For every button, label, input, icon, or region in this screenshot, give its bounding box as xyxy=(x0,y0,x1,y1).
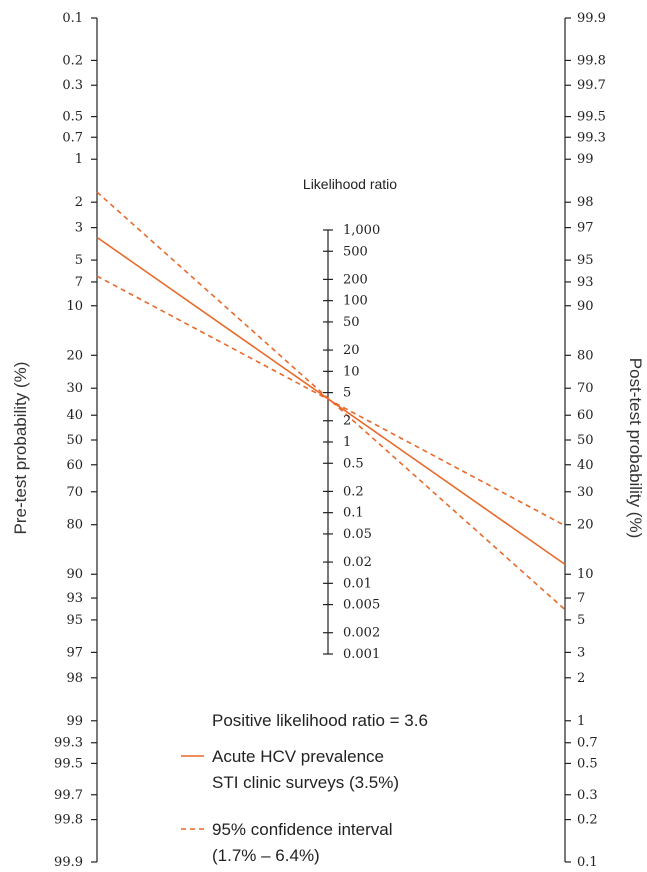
pretest-tick-label: 0.3 xyxy=(62,78,83,93)
lr-tick-label: 0.01 xyxy=(343,576,372,591)
lr-tick-label: 0.001 xyxy=(343,647,380,662)
posttest-tick-label: 7 xyxy=(577,591,585,606)
pretest-tick-label: 20 xyxy=(66,348,83,363)
legend-label: Acute HCV prevalence xyxy=(212,747,384,766)
legend-label: (1.7% – 6.4%) xyxy=(212,846,320,865)
lr-tick-label: 500 xyxy=(343,244,368,259)
posttest-tick-label: 99.3 xyxy=(577,130,606,145)
lr-tick-label: 5 xyxy=(343,386,351,401)
pretest-tick-label: 30 xyxy=(66,381,83,396)
pretest-tick-label: 50 xyxy=(66,433,83,448)
pretest-tick-label: 99.9 xyxy=(54,855,83,870)
posttest-tick-label: 99.9 xyxy=(577,11,606,26)
lr-tick-label: 20 xyxy=(343,343,360,358)
posttest-tick-label: 99 xyxy=(577,152,594,167)
posttest-tick-label: 0.2 xyxy=(577,813,598,828)
pretest-tick-label: 93 xyxy=(66,591,83,606)
pretest-tick-label: 2 xyxy=(75,195,83,210)
lr-tick-label: 200 xyxy=(343,272,368,287)
posttest-tick-label: 98 xyxy=(577,195,594,210)
posttest-tick-label: 10 xyxy=(577,567,594,582)
posttest-tick-label: 0.5 xyxy=(577,756,598,771)
posttest-tick-label: 20 xyxy=(577,518,594,533)
lr-tick-label: 1 xyxy=(343,435,351,450)
posttest-tick-label: 95 xyxy=(577,253,594,268)
lr-tick-label: 2 xyxy=(343,414,351,429)
posttest-axis-title: Post-test probability (%) xyxy=(626,358,645,538)
legend-label: STI clinic surveys (3.5%) xyxy=(212,773,399,792)
lr-tick-label: 100 xyxy=(343,294,368,309)
lr-tick-label: 50 xyxy=(343,315,360,330)
pretest-tick-label: 99.7 xyxy=(54,788,83,803)
posttest-tick-label: 99.8 xyxy=(577,53,606,68)
pretest-tick-label: 99.3 xyxy=(54,736,83,751)
lr-tick-label: 10 xyxy=(343,364,360,379)
ci-line-1 xyxy=(96,191,566,611)
posttest-tick-label: 3 xyxy=(577,645,585,660)
posttest-tick-label: 93 xyxy=(577,275,594,290)
pretest-tick-label: 0.7 xyxy=(62,130,83,145)
pretest-axis-title: Pre-test probability (%) xyxy=(11,362,30,535)
pretest-tick-label: 90 xyxy=(66,567,83,582)
posttest-tick-label: 80 xyxy=(577,348,594,363)
posttest-tick-label: 0.7 xyxy=(577,736,598,751)
pretest-tick-label: 1 xyxy=(75,152,83,167)
pretest-tick-label: 40 xyxy=(66,408,83,423)
posttest-tick-label: 99.7 xyxy=(577,78,606,93)
pretest-tick-label: 95 xyxy=(66,613,83,628)
pretest-tick-label: 98 xyxy=(66,671,83,686)
posttest-tick-label: 99.5 xyxy=(577,110,606,125)
pretest-tick-label: 10 xyxy=(66,299,83,314)
lr-tick-label: 0.2 xyxy=(343,484,364,499)
pretest-tick-label: 97 xyxy=(66,645,83,660)
lr-tick-label: 0.1 xyxy=(343,506,364,521)
lr-tick-label: 0.005 xyxy=(343,598,380,613)
pretest-tick-label: 0.5 xyxy=(62,110,83,125)
posttest-tick-label: 50 xyxy=(577,433,594,448)
pretest-tick-label: 0.1 xyxy=(62,11,83,26)
posttest-tick-label: 97 xyxy=(577,221,594,236)
pretest-tick-label: 99 xyxy=(66,714,83,729)
lr-tick-label: 0.5 xyxy=(343,456,364,471)
posttest-tick-label: 40 xyxy=(577,458,594,473)
posttest-tick-label: 1 xyxy=(577,714,585,729)
posttest-tick-label: 2 xyxy=(577,671,585,686)
posttest-tick-label: 70 xyxy=(577,381,594,396)
positive-lr-annotation: Positive likelihood ratio = 3.6 xyxy=(212,711,428,730)
ci-line-2 xyxy=(96,275,566,527)
pretest-tick-label: 7 xyxy=(75,275,83,290)
posttest-tick-label: 60 xyxy=(577,408,594,423)
pretest-tick-label: 70 xyxy=(66,485,83,500)
posttest-tick-label: 0.1 xyxy=(577,855,598,870)
posttest-tick-label: 0.3 xyxy=(577,788,598,803)
lr-axis-title: Likelihood ratio xyxy=(303,176,397,192)
posttest-tick-label: 90 xyxy=(577,299,594,314)
pretest-tick-label: 0.2 xyxy=(62,53,83,68)
pretest-tick-label: 99.5 xyxy=(54,756,83,771)
pretest-tick-label: 80 xyxy=(66,518,83,533)
pretest-tick-label: 60 xyxy=(66,458,83,473)
posttest-tick-label: 30 xyxy=(577,485,594,500)
lr-tick-label: 0.02 xyxy=(343,555,372,570)
posttest-tick-label: 5 xyxy=(577,613,585,628)
pretest-tick-label: 5 xyxy=(75,253,83,268)
lr-tick-label: 1,000 xyxy=(343,223,380,238)
lr-tick-label: 0.05 xyxy=(343,527,372,542)
pretest-tick-label: 3 xyxy=(75,221,83,236)
lr-tick-label: 0.002 xyxy=(343,626,380,641)
legend-label: 95% confidence interval xyxy=(212,820,393,839)
pretest-tick-label: 99.8 xyxy=(54,813,83,828)
